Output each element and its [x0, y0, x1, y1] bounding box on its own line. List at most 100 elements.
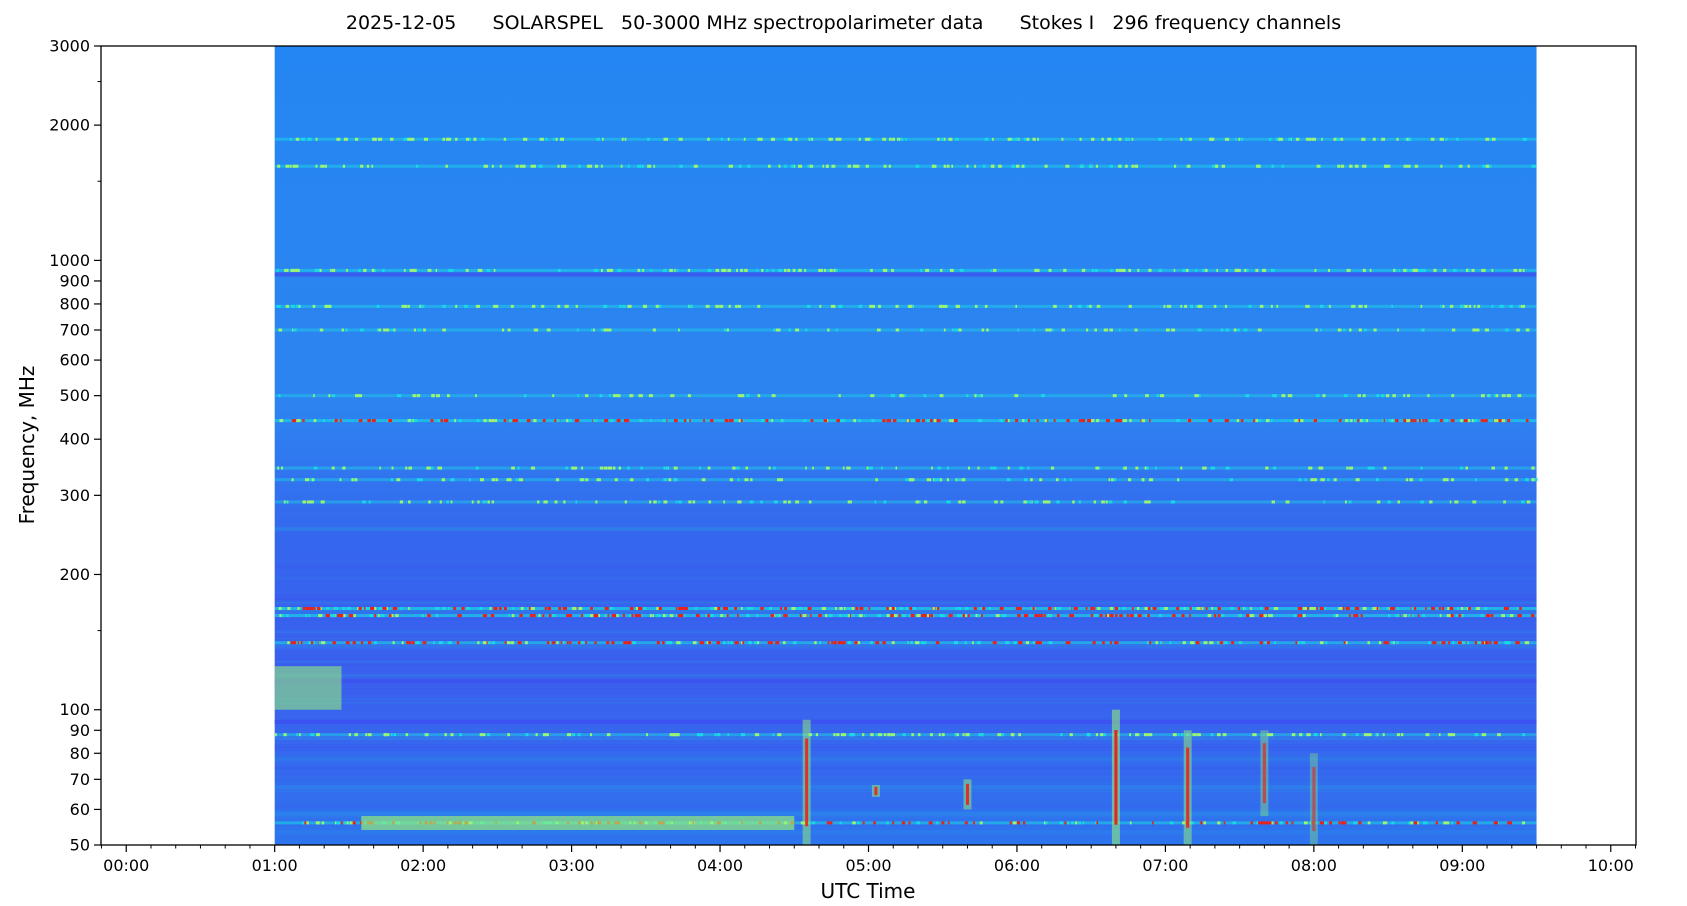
rfi-pixel [1261, 821, 1265, 825]
rfi-pixel [1302, 614, 1306, 618]
texture-band [274, 785, 1537, 789]
rfi-pixel [332, 641, 336, 645]
rfi-pixel [290, 304, 296, 308]
rfi-pixel [1002, 614, 1007, 618]
rfi-pixel [1386, 164, 1391, 168]
rfi-pixel [768, 466, 771, 470]
rfi-pixel [1322, 394, 1326, 398]
rfi-pixel [727, 137, 730, 141]
rfi-pixel [1113, 137, 1118, 141]
rfi-pixel [1184, 606, 1186, 610]
rfi-pixel [1070, 821, 1075, 825]
texture-band [274, 830, 1537, 834]
rfi-pixel [403, 304, 408, 308]
rfi-pixel [538, 614, 541, 618]
rfi-pixel [410, 419, 413, 423]
rfi-pixel [656, 606, 659, 610]
rfi-pixel [1406, 268, 1408, 272]
rfi-pixel [304, 478, 310, 482]
rfi-pixel [1291, 821, 1294, 825]
rfi-pixel [662, 268, 667, 272]
rfi-pixel [1045, 328, 1049, 332]
rfi-pixel [1265, 466, 1269, 470]
rfi-pixel [1090, 606, 1094, 610]
rfi-pixel [617, 268, 622, 272]
rfi-pixel [686, 419, 692, 423]
rfi-pixel [781, 419, 785, 423]
rfi-pixel [1315, 328, 1318, 332]
rfi-pixel [1442, 478, 1447, 482]
rfi-pixel [331, 268, 336, 272]
rfi-pixel [1323, 606, 1326, 610]
rfi-pixel [699, 641, 704, 645]
rfi-pixel [1182, 821, 1187, 825]
rfi-pixel [869, 137, 873, 141]
rfi-pixel [1358, 821, 1362, 825]
rfi-pixel [1422, 614, 1426, 618]
rfi-pixel [473, 137, 476, 141]
rfi-pixel [401, 304, 405, 308]
rfi-pixel [767, 641, 770, 645]
rfi-pixel [757, 394, 761, 398]
rfi-pixel [1480, 394, 1485, 398]
rfi-pixel [487, 641, 492, 645]
texture-band [274, 597, 1537, 602]
rfi-pixel [1299, 614, 1303, 618]
rfi-pixel [760, 419, 765, 423]
rfi-pixel [1149, 641, 1152, 645]
rfi-pixel [656, 304, 662, 308]
rfi-pixel [1467, 268, 1471, 272]
rfi-pixel [557, 164, 560, 168]
rfi-pixel [1272, 394, 1277, 398]
rfi-pixel [1444, 821, 1450, 825]
rfi-pixel [420, 478, 423, 482]
rfi-pixel [1108, 500, 1113, 504]
rfi-pixel [977, 394, 982, 398]
rfi-pixel [1497, 733, 1501, 737]
rfi-pixel [479, 478, 483, 482]
rfi-pixel [754, 641, 758, 645]
rfi-pixel [635, 606, 639, 610]
rfi-pixel [351, 478, 354, 482]
rfi-pixel [1169, 821, 1174, 825]
rfi-pixel [999, 419, 1004, 423]
texture-band [274, 811, 1537, 816]
texture-band [274, 594, 1537, 597]
rfi-pixel [526, 419, 531, 423]
rfi-pixel [1471, 419, 1474, 423]
rfi-pixel [1354, 164, 1359, 168]
rfi-pixel [1472, 821, 1478, 825]
rfi-pixel [1148, 478, 1154, 482]
rfi-pixel [1259, 304, 1264, 308]
rfi-pixel [590, 733, 593, 737]
rfi-pixel [353, 614, 356, 618]
rfi-pixel [1253, 419, 1255, 423]
rfi-pixel [1398, 268, 1401, 272]
rfi-pixel [1163, 304, 1166, 308]
rfi-pixel [523, 394, 527, 398]
rfi-pixel [430, 419, 434, 423]
rfi-pixel [1373, 328, 1377, 332]
rfi-pixel [1173, 268, 1176, 272]
rfi-pixel [1318, 466, 1323, 470]
rfi-pixel [698, 733, 704, 737]
rfi-pixel [1119, 614, 1123, 618]
rfi-pixel [1128, 304, 1132, 308]
rfi-pixel [705, 304, 710, 308]
rfi-pixel [888, 606, 892, 610]
rfi-pixel [1007, 466, 1010, 470]
rfi-pixel [284, 268, 289, 272]
rfi-pixel [1056, 500, 1060, 504]
rfi-pixel [621, 137, 624, 141]
rfi-pixel [848, 641, 852, 645]
rfi-pixel [1530, 614, 1535, 618]
rfi-pixel [1362, 419, 1365, 423]
rfi-pixel [707, 466, 711, 470]
rfi-pixel [678, 606, 682, 610]
rfi-pixel [571, 466, 575, 470]
rfi-pixel [1249, 614, 1253, 618]
rfi-pixel [1410, 419, 1414, 423]
rfi-pixel [542, 419, 546, 423]
rfi-pixel [954, 419, 958, 423]
rfi-pixel [1023, 614, 1029, 618]
